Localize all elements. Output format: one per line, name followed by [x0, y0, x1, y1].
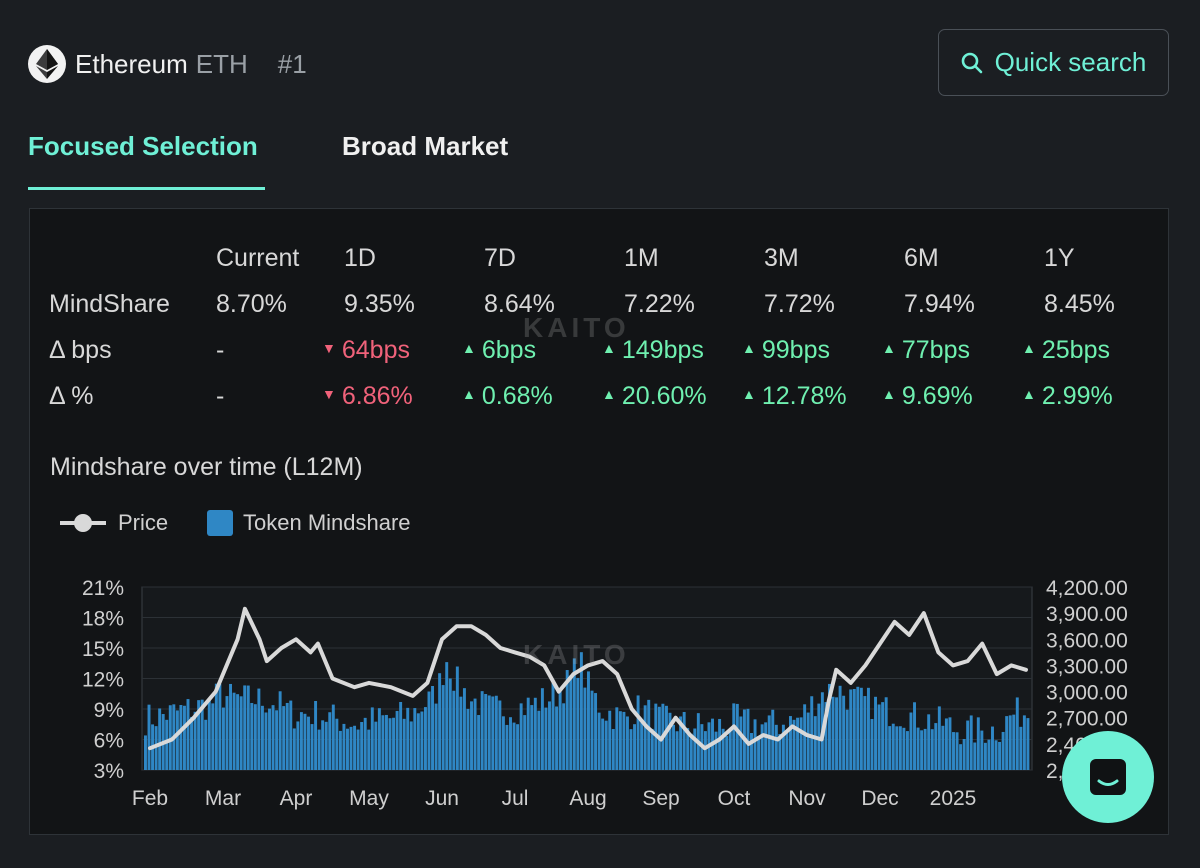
chat-icon [1090, 759, 1126, 795]
asset-name: Ethereum [75, 48, 188, 79]
column-header: Current [216, 244, 300, 272]
stat-value: ▲ 0.68% [462, 382, 553, 410]
up-arrow-icon: ▲ [742, 340, 756, 356]
stat-value: 9.35% [344, 290, 415, 318]
up-arrow-icon: ▲ [882, 386, 896, 402]
quick-search-button[interactable]: Quick search [938, 29, 1169, 96]
up-arrow-icon: ▲ [1022, 386, 1036, 402]
legend-price[interactable]: Price [60, 510, 168, 536]
mindshare-panel [29, 208, 1169, 835]
stat-value: ▲ 77bps [882, 336, 970, 364]
row-label: Δ bps [49, 336, 112, 364]
chat-support-button[interactable] [1062, 731, 1154, 823]
legend-token-mindshare[interactable]: Token Mindshare [207, 510, 411, 536]
legend-mindshare-label: Token Mindshare [243, 510, 411, 535]
stat-value: 7.72% [764, 290, 835, 318]
row-label: MindShare [49, 290, 170, 318]
down-arrow-icon: ▼ [322, 386, 336, 402]
search-icon [961, 52, 982, 73]
up-arrow-icon: ▲ [462, 340, 476, 356]
column-header: 3M [764, 244, 799, 272]
up-arrow-icon: ▲ [742, 386, 756, 402]
stat-value: 8.64% [484, 290, 555, 318]
column-header: 7D [484, 244, 516, 272]
legend-price-label: Price [118, 510, 169, 535]
ethereum-logo-icon [28, 45, 66, 83]
stat-value: 8.70% [216, 290, 287, 318]
asset-header: Ethereum ETH #1 [28, 44, 307, 84]
stat-value: ▼ 64bps [322, 336, 410, 364]
up-arrow-icon: ▲ [1022, 340, 1036, 356]
stat-value: 7.94% [904, 290, 975, 318]
tab-focused-selection[interactable]: Focused Selection [28, 131, 258, 161]
up-arrow-icon: ▲ [462, 386, 476, 402]
stat-value: ▲ 12.78% [742, 382, 847, 410]
stat-value: 8.45% [1044, 290, 1115, 318]
stat-value: ▲ 25bps [1022, 336, 1110, 364]
quick-search-label: Quick search [994, 47, 1147, 77]
tab-broad-market[interactable]: Broad Market [342, 131, 509, 161]
asset-rank: #1 [277, 48, 307, 79]
chart-title: Mindshare over time (L12M) [50, 453, 363, 481]
stat-value: ▲ 149bps [602, 336, 704, 364]
stat-value: - [216, 336, 225, 364]
price-legend-marker [60, 514, 106, 532]
stat-value: ▼ 6.86% [322, 382, 413, 410]
column-header: 1M [624, 244, 659, 272]
stat-value: ▲ 99bps [742, 336, 830, 364]
column-header: 6M [904, 244, 939, 272]
mindshare-legend-marker [207, 510, 233, 536]
stat-value: 7.22% [624, 290, 695, 318]
stat-value: ▲ 6bps [462, 336, 537, 364]
up-arrow-icon: ▲ [882, 340, 896, 356]
stat-value: - [216, 382, 225, 410]
asset-ticker: ETH [195, 48, 248, 79]
down-arrow-icon: ▼ [322, 340, 336, 356]
column-header: 1Y [1044, 244, 1075, 272]
stat-value: ▲ 20.60% [602, 382, 707, 410]
row-label: Δ % [49, 382, 94, 410]
up-arrow-icon: ▲ [602, 340, 616, 356]
column-header: 1D [344, 244, 376, 272]
stat-value: ▲ 2.99% [1022, 382, 1113, 410]
up-arrow-icon: ▲ [602, 386, 616, 402]
stat-value: ▲ 9.69% [882, 382, 973, 410]
active-tab-indicator [28, 187, 265, 190]
